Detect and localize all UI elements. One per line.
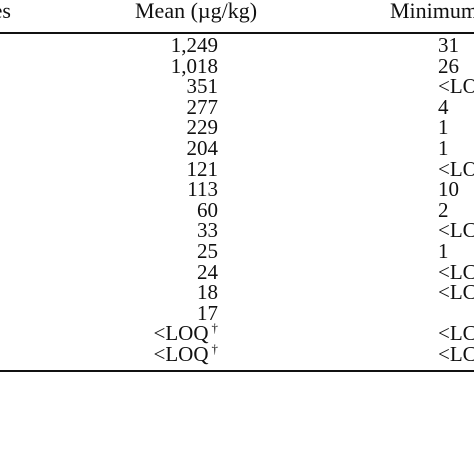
mean-value: 25 xyxy=(197,239,218,263)
minimum-cell: 26 xyxy=(438,53,459,78)
minimum-cell: 1 xyxy=(438,115,449,140)
mean-value: 24 xyxy=(197,259,218,284)
mean-value: 1,018 xyxy=(170,53,218,78)
mean-cell: 229 xyxy=(187,116,219,138)
minimum-cell: <LO xyxy=(438,74,474,99)
minimum-cell: <LC xyxy=(438,259,474,284)
mean-value: 33 xyxy=(197,218,218,243)
header-minimum: Minimum xyxy=(390,0,474,23)
mean-value: 351 xyxy=(186,74,219,99)
mean-cell: 1,018 xyxy=(171,55,218,77)
mean-cell: 277 xyxy=(187,96,219,118)
mean-cell: 204 xyxy=(187,137,219,159)
mean-cell: 1,249 xyxy=(171,34,218,56)
header-rule xyxy=(0,32,474,34)
mean-value: 121 xyxy=(186,156,219,181)
mean-value: <LOQ xyxy=(153,342,209,366)
bottom-rule xyxy=(0,370,474,372)
mean-value: 277 xyxy=(186,94,219,119)
minimum-cell: <LC xyxy=(438,280,474,305)
minimum-cell: 10 xyxy=(438,177,459,202)
minimum-cell: 1 xyxy=(438,136,449,160)
mean-value: 17 xyxy=(197,300,218,325)
mean-value: 113 xyxy=(187,177,218,202)
mean-cell: 60 xyxy=(197,199,218,221)
minimum-cell: 4 xyxy=(438,94,449,119)
mean-value: 60 xyxy=(197,197,218,222)
mean-cell: 113 xyxy=(187,178,218,200)
mean-cell: 351 xyxy=(187,75,219,97)
mean-cell: <LOQ † xyxy=(153,341,219,368)
mean-cell: 25 xyxy=(197,240,218,262)
minimum-cell: <LC xyxy=(438,342,474,366)
mean-value: 229 xyxy=(186,115,219,140)
mean-cell: 121 xyxy=(187,158,219,180)
mean-cell: 33 xyxy=(197,219,218,241)
header-mean: Mean (µg/kg) xyxy=(135,0,258,23)
header-left-column-clipped: es xyxy=(0,0,11,23)
mean-cell: 24 xyxy=(197,261,218,283)
mean-cell: 17 xyxy=(197,302,218,324)
mean-cell: 18 xyxy=(197,281,218,303)
minimum-cell: <LC xyxy=(438,321,474,346)
minimum-cell: <LO xyxy=(438,156,474,181)
mean-value: 1,249 xyxy=(170,33,218,57)
minimum-cell: <LC xyxy=(438,218,474,243)
mean-value: 18 xyxy=(197,280,218,305)
mean-value: 204 xyxy=(186,136,219,160)
minimum-cell: 2 xyxy=(438,197,449,222)
minimum-cell: 1 xyxy=(438,239,449,263)
footnote-dagger: † xyxy=(211,341,219,356)
minimum-cell: 31 xyxy=(438,33,459,57)
mean-value: <LOQ xyxy=(153,321,209,346)
mean-cell: <LOQ † xyxy=(153,320,219,347)
footnote-dagger: † xyxy=(211,320,219,336)
